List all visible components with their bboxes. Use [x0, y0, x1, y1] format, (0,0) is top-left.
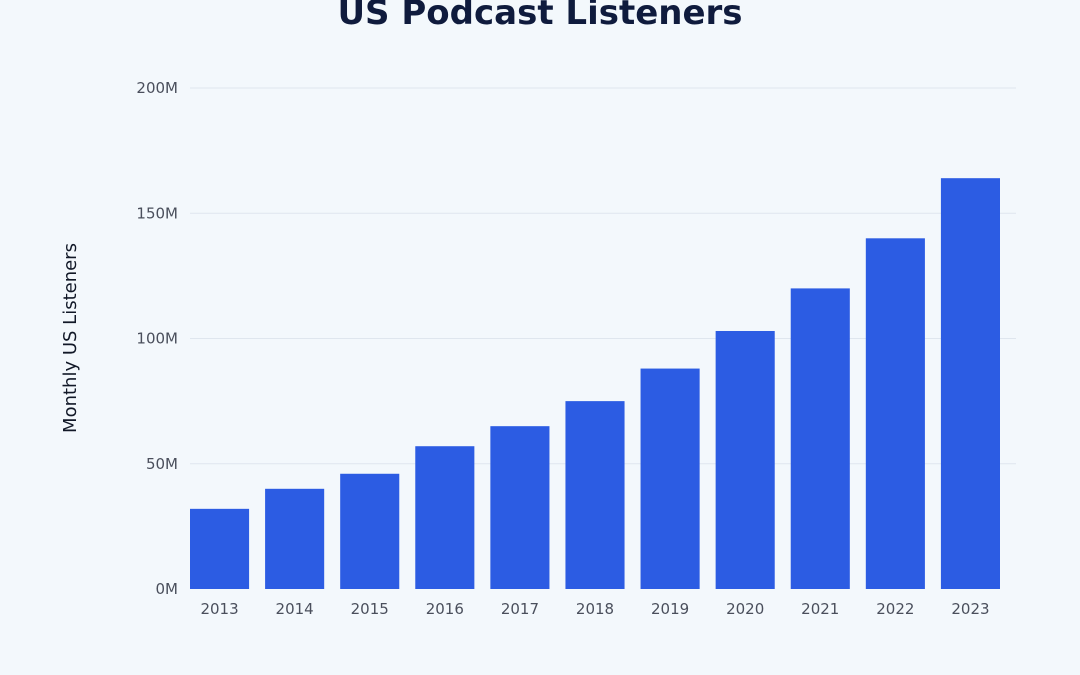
y-tick-label: 0M	[156, 580, 179, 598]
bar-2023	[940, 178, 1000, 589]
bar-2019	[640, 368, 700, 589]
chart-title: US Podcast Listeners	[337, 0, 743, 33]
x-tick-label: 2017	[501, 600, 539, 618]
y-axis-title: Monthly US Listeners	[60, 243, 81, 433]
x-tick-label: 2013	[200, 600, 238, 618]
x-tick-label: 2018	[576, 600, 614, 618]
bar-2015	[340, 473, 400, 589]
bar-2018	[565, 401, 625, 589]
x-tick-label: 2021	[801, 600, 839, 618]
bar-2017	[490, 426, 550, 589]
bar-2014	[265, 488, 325, 589]
x-tick-label: 2016	[426, 600, 464, 618]
y-tick-label: 50M	[146, 455, 178, 473]
x-tick-labels: 2013 2014 2015 2016 2017 2018 2019 2020 2021 2022…	[200, 600, 989, 618]
x-tick-label: 2023	[951, 600, 989, 618]
bar-2022	[865, 238, 925, 590]
x-tick-label: 2019	[651, 600, 689, 618]
x-tick-label: 2014	[276, 600, 314, 618]
y-tick-label: 200M	[136, 79, 178, 97]
y-tick-labels: 0M 50M 100M 150M 200M	[136, 79, 178, 598]
x-tick-label: 2020	[726, 600, 764, 618]
bar-2013	[190, 508, 250, 589]
bar-2016	[415, 446, 475, 589]
bar-2020	[715, 330, 775, 589]
bars	[190, 178, 1000, 590]
x-tick-label: 2022	[876, 600, 914, 618]
x-tick-label: 2015	[351, 600, 389, 618]
bar-2021	[790, 288, 850, 589]
y-tick-label: 150M	[136, 204, 178, 222]
y-tick-label: 100M	[136, 330, 178, 348]
